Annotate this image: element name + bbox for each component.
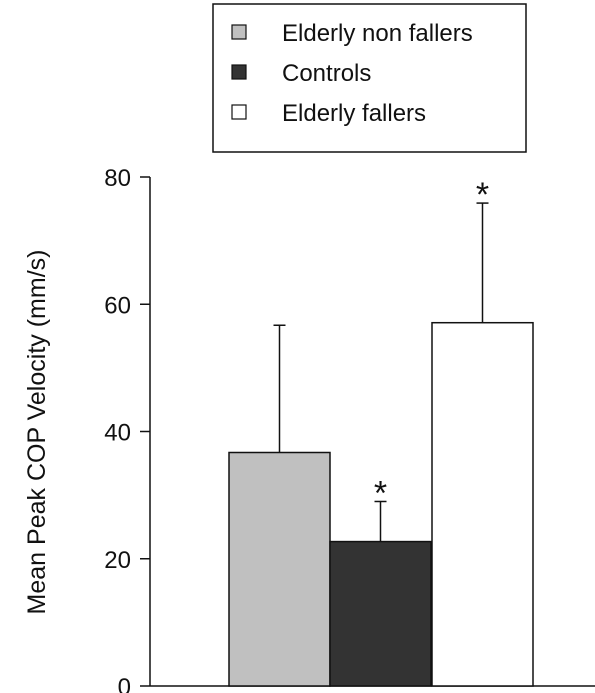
y-axis-label: Mean Peak COP Velocity (mm/s) — [23, 250, 51, 615]
legend: Elderly non fallers Controls Elderly falle… — [212, 3, 527, 153]
legend-swatch — [231, 64, 247, 80]
bar — [431, 321, 534, 687]
y-ticks: 0 20 40 60 80 — [104, 165, 150, 693]
legend-swatch — [231, 24, 247, 40]
significance-marker: * — [476, 176, 489, 214]
y-tick-label: 80 — [104, 165, 131, 192]
bar — [228, 451, 331, 687]
y-tick-label: 0 — [118, 674, 131, 693]
bars: ** — [228, 176, 534, 687]
legend-swatch — [231, 104, 247, 120]
significance-marker: * — [374, 474, 387, 512]
y-tick-label: 60 — [104, 292, 131, 319]
bar — [329, 540, 432, 687]
legend-label: Elderly non fallers — [282, 20, 473, 47]
legend-label: Elderly fallers — [282, 100, 426, 127]
legend-label: Controls — [282, 60, 371, 87]
legend-box — [212, 3, 527, 153]
y-tick-label: 40 — [104, 420, 131, 447]
y-tick-label: 20 — [104, 547, 131, 574]
